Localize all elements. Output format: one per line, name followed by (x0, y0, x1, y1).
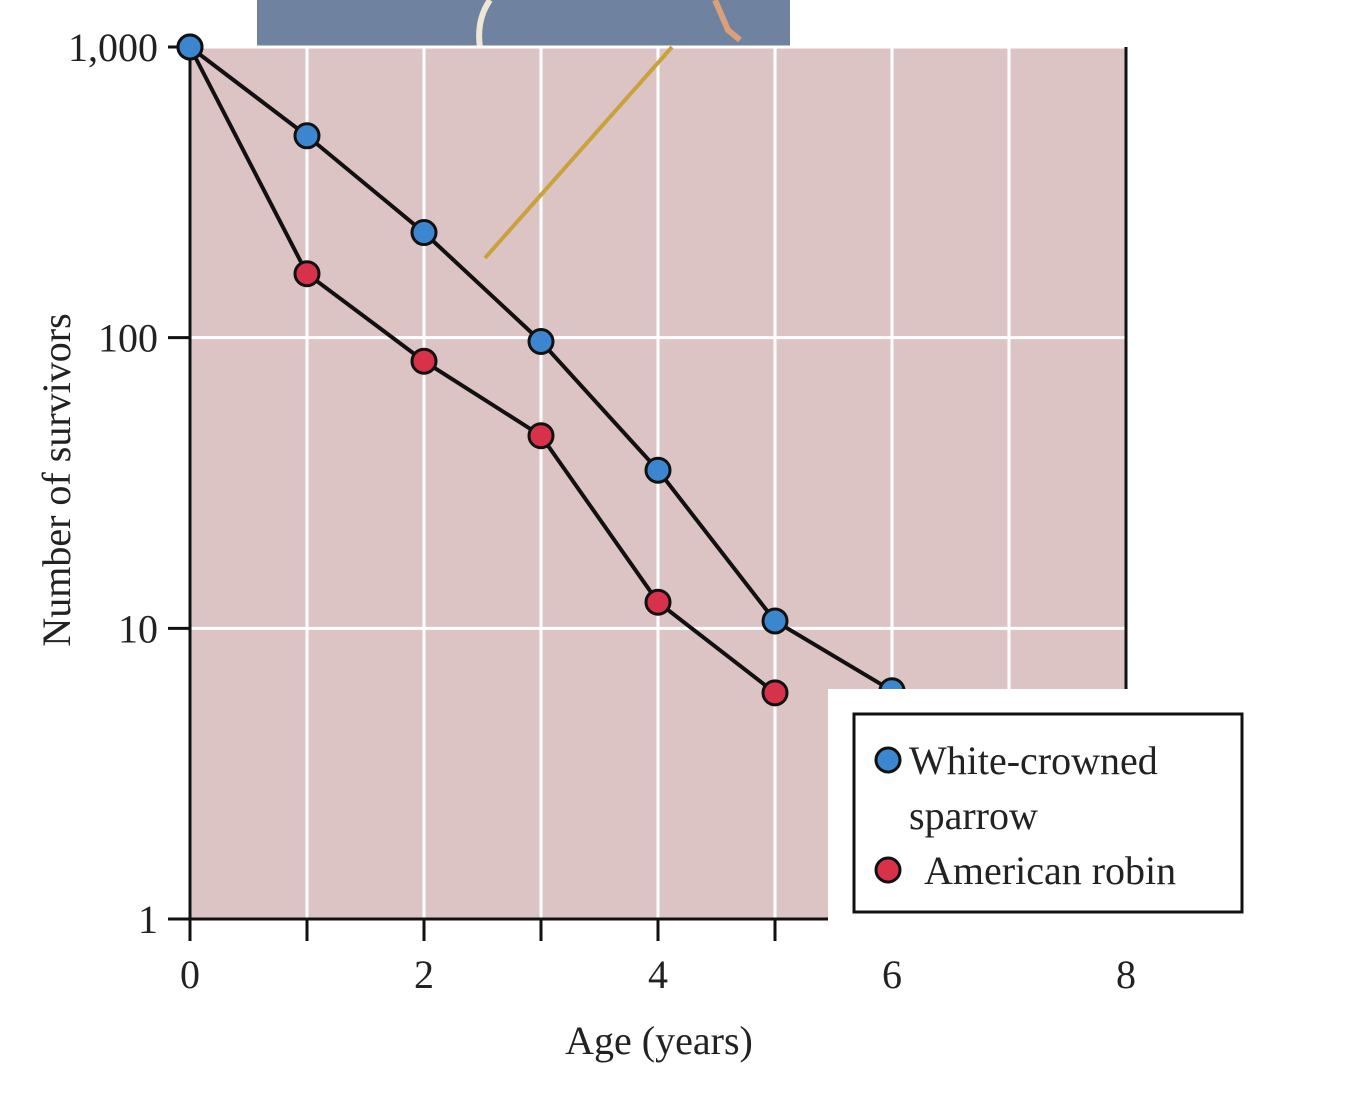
photo-bird-leg (476, 0, 493, 49)
data-point (644, 456, 672, 484)
photo-stem (483, 45, 674, 260)
series-line (188, 46, 777, 695)
legend: White-crowned sparrow American robin (852, 712, 1244, 914)
x-tick-label: 6 (882, 952, 902, 997)
y-tick-label: 10 (118, 606, 158, 651)
data-point (293, 122, 321, 150)
data-point (293, 260, 321, 288)
x-axis-label: Age (years) (565, 1018, 753, 1063)
data-point (761, 679, 789, 707)
data-point (176, 33, 204, 61)
x-tick-label: 2 (414, 952, 434, 997)
data-point (527, 328, 555, 356)
data-point (527, 422, 555, 450)
x-tick-label: 4 (648, 952, 668, 997)
x-tick-label: 8 (1116, 952, 1136, 997)
data-point (410, 219, 438, 247)
x-tick-label: 0 (180, 952, 200, 997)
legend-box (852, 712, 1244, 914)
y-tick-label: 1,000 (68, 25, 158, 70)
y-tick-label: 1 (138, 897, 158, 942)
y-axis-label: Number of survivors (34, 313, 79, 646)
data-point (761, 607, 789, 635)
legend-label-robin: American robin (924, 848, 1176, 893)
photo-bird-leg (712, 0, 742, 43)
legend-label-sparrow: White-crowned (909, 738, 1158, 783)
y-tick-label: 100 (98, 316, 158, 361)
legend-label-sparrow-cont: sparrow (909, 793, 1038, 838)
data-point (410, 347, 438, 375)
data-point (644, 588, 672, 616)
legend-marker-robin (874, 856, 902, 884)
photo-strip (257, 0, 790, 48)
legend-marker-sparrow (874, 746, 902, 774)
